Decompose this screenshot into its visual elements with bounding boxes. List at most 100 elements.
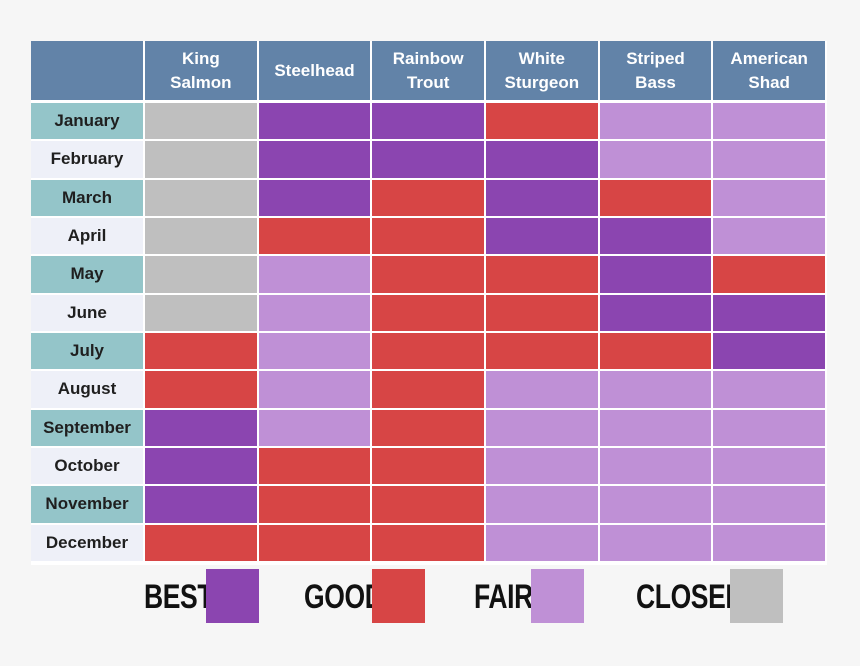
- heatmap-cell: [486, 141, 598, 178]
- heatmap-cell: [713, 409, 825, 446]
- heatmap-cell: [713, 447, 825, 485]
- heatmap-cell: [145, 447, 257, 485]
- heatmap-cell: [486, 486, 598, 523]
- heatmap-grid: King Salmon Steelhead Rainbow Trout White S…: [31, 41, 827, 565]
- heatmap-cell: [599, 179, 712, 216]
- heatmap-cell: [486, 217, 598, 255]
- heatmap-cell: [713, 332, 825, 370]
- heatmap-cell: [713, 371, 825, 408]
- heatmap-cell: [258, 524, 371, 561]
- legend-swatch: [206, 569, 259, 623]
- heatmap-cell: [599, 141, 712, 178]
- heatmap-cell: [258, 332, 371, 370]
- row-label: February: [31, 141, 143, 178]
- heatmap-cell: [145, 141, 257, 178]
- row-label: May: [31, 256, 143, 293]
- column-header: Striped Bass: [599, 41, 712, 100]
- heatmap-cell: [145, 486, 257, 523]
- heatmap-cell: [486, 179, 598, 216]
- heatmap-cell: [372, 294, 484, 331]
- heatmap-cell: [713, 141, 825, 178]
- row-label: June: [31, 294, 143, 331]
- heatmap-cell: [713, 294, 825, 331]
- heatmap-cell: [599, 103, 712, 140]
- heatmap-cell: [258, 447, 371, 485]
- heatmap-cell: [145, 371, 257, 408]
- row-label: July: [31, 332, 143, 370]
- heatmap-cell: [486, 294, 598, 331]
- heatmap-cell: [372, 371, 484, 408]
- heatmap-cell: [599, 409, 712, 446]
- legend-label: CLOSED: [636, 578, 745, 616]
- row-label: April: [31, 217, 143, 255]
- row-label: October: [31, 447, 143, 485]
- legend-label: BEST: [144, 578, 214, 616]
- heatmap-cell: [713, 179, 825, 216]
- heatmap-cell: [599, 486, 712, 523]
- heatmap-cell: [599, 332, 712, 370]
- heatmap-cell: [372, 409, 484, 446]
- heatmap-cell: [145, 294, 257, 331]
- legend-label: GOOD: [304, 578, 384, 616]
- row-label: August: [31, 371, 143, 408]
- column-header: White Sturgeon: [486, 41, 598, 100]
- heatmap-cell: [713, 103, 825, 140]
- row-label: March: [31, 179, 143, 216]
- heatmap-cell: [599, 294, 712, 331]
- heatmap-cell: [258, 217, 371, 255]
- heatmap-cell: [599, 447, 712, 485]
- heatmap-cell: [258, 256, 371, 293]
- column-header: American Shad: [713, 41, 825, 100]
- heatmap-cell: [372, 179, 484, 216]
- row-label: January: [31, 103, 143, 140]
- heatmap-cell: [372, 447, 484, 485]
- heatmap-cell: [372, 332, 484, 370]
- column-header: King Salmon: [145, 41, 257, 100]
- heatmap-cell: [372, 256, 484, 293]
- heatmap-cell: [258, 141, 371, 178]
- heatmap-cell: [258, 409, 371, 446]
- column-header: Steelhead: [258, 41, 371, 100]
- heatmap-cell: [372, 141, 484, 178]
- heatmap-cell: [486, 332, 598, 370]
- row-label: December: [31, 524, 143, 561]
- heatmap-cell: [145, 409, 257, 446]
- heatmap-cell: [145, 179, 257, 216]
- heatmap-cell: [486, 409, 598, 446]
- heatmap-cell: [258, 179, 371, 216]
- heatmap-cell: [599, 256, 712, 293]
- heatmap-cell: [486, 447, 598, 485]
- heatmap-cell: [145, 524, 257, 561]
- legend-label: FAIR: [474, 578, 533, 616]
- heatmap-cell: [258, 103, 371, 140]
- heatmap-cell: [145, 103, 257, 140]
- legend-swatch: [730, 569, 783, 623]
- heatmap-cell: [372, 103, 484, 140]
- legend-swatch: [372, 569, 425, 623]
- heatmap-cell: [599, 217, 712, 255]
- heatmap-cell: [599, 524, 712, 561]
- heatmap-cell: [713, 524, 825, 561]
- column-header: Rainbow Trout: [372, 41, 484, 100]
- row-label: September: [31, 409, 143, 446]
- row-label: November: [31, 486, 143, 523]
- header-corner: [31, 41, 143, 100]
- heatmap-cell: [486, 256, 598, 293]
- heatmap-cell: [599, 371, 712, 408]
- heatmap-cell: [145, 217, 257, 255]
- heatmap-cell: [372, 486, 484, 523]
- heatmap-cell: [145, 256, 257, 293]
- heatmap-cell: [486, 103, 598, 140]
- heatmap-cell: [372, 217, 484, 255]
- heatmap-cell: [258, 486, 371, 523]
- heatmap-cell: [713, 217, 825, 255]
- heatmap-cell: [713, 256, 825, 293]
- heatmap-cell: [713, 486, 825, 523]
- heatmap-cell: [372, 524, 484, 561]
- heatmap-cell: [258, 371, 371, 408]
- heatmap-cell: [486, 371, 598, 408]
- heatmap-cell: [145, 332, 257, 370]
- legend-swatch: [531, 569, 584, 623]
- heatmap-cell: [258, 294, 371, 331]
